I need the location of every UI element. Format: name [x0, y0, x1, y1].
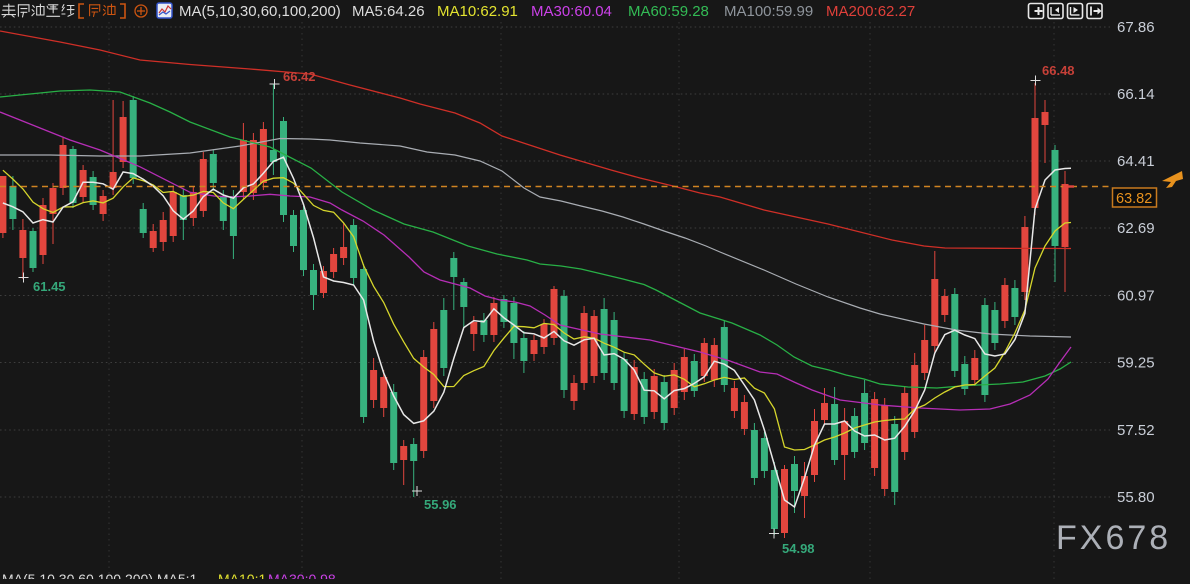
svg-text:62.69: 62.69	[1117, 220, 1155, 237]
svg-text:64.41: 64.41	[1117, 153, 1155, 170]
svg-text:FX678: FX678	[1056, 519, 1171, 557]
svg-text:MA100:59.99: MA100:59.99	[724, 3, 813, 20]
svg-text:67.86: 67.86	[1117, 19, 1155, 36]
svg-text:MA(5,10,30,60,100,200) MA5:1: MA(5,10,30,60,100,200) MA5:1	[2, 571, 198, 579]
svg-text:60.97: 60.97	[1117, 288, 1155, 305]
svg-text:66.14: 66.14	[1117, 86, 1155, 103]
svg-text:57.52: 57.52	[1117, 422, 1155, 439]
svg-text:MA200:62.27: MA200:62.27	[826, 3, 915, 20]
svg-text:63.82: 63.82	[1116, 191, 1152, 207]
svg-text:MA(5,10,30,60,100,200): MA(5,10,30,60,100,200)	[179, 3, 341, 20]
svg-text:MA10:62.91: MA10:62.91	[437, 3, 518, 20]
svg-text:55.96: 55.96	[424, 497, 457, 512]
svg-text:MA10:1: MA10:1	[218, 571, 266, 579]
svg-text:55.80: 55.80	[1117, 489, 1155, 506]
svg-text:66.42: 66.42	[283, 69, 316, 84]
svg-text:54.98: 54.98	[782, 541, 815, 556]
svg-text:66.48: 66.48	[1042, 63, 1075, 78]
svg-text:61.45: 61.45	[33, 279, 66, 294]
svg-text:MA30:0.98: MA30:0.98	[268, 571, 336, 579]
svg-text:MA5:64.26: MA5:64.26	[352, 3, 425, 20]
svg-text:MA60:59.28: MA60:59.28	[628, 3, 709, 20]
svg-text:59.25: 59.25	[1117, 355, 1155, 372]
svg-text:MA30:60.04: MA30:60.04	[531, 3, 612, 20]
